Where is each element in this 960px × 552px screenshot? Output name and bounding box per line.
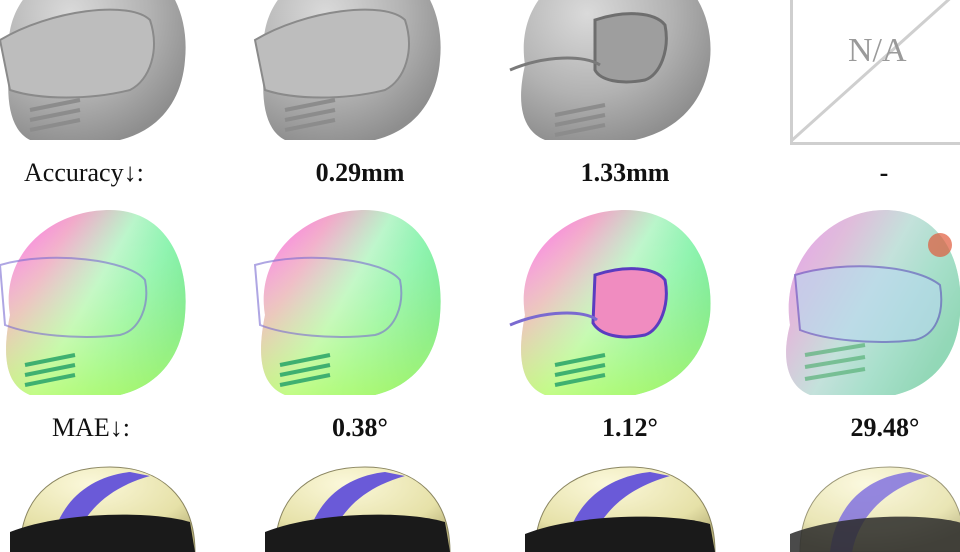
geometry-helmet-3 [505, 0, 715, 150]
rendered-helmet-2 [265, 462, 455, 552]
normal-helmet-3 [505, 205, 715, 405]
na-placeholder-text: N/A [848, 32, 907, 69]
mae-value-2: 1.12° [602, 413, 658, 442]
rendered-helmet-4 [790, 462, 960, 552]
rendered-helmet-3 [525, 462, 725, 552]
normal-helmet-1 [0, 205, 190, 405]
accuracy-value-2: 1.33mm [580, 158, 670, 187]
geometry-helmet-2 [245, 0, 445, 150]
accuracy-value-1: 0.29mm [315, 158, 405, 187]
accuracy-row-label: Accuracy↓: [24, 158, 144, 187]
mae-row-label: MAE↓: [52, 413, 130, 442]
mae-value-3: 29.48° [850, 413, 920, 442]
geometry-helmet-1 [0, 0, 190, 150]
normal-helmet-4 [765, 205, 960, 405]
rendered-helmet-1 [10, 462, 200, 552]
accuracy-value-3: - [879, 158, 889, 187]
na-placeholder-box [790, 0, 960, 145]
normal-helmet-2 [245, 205, 445, 405]
mae-value-1: 0.38° [332, 413, 388, 442]
